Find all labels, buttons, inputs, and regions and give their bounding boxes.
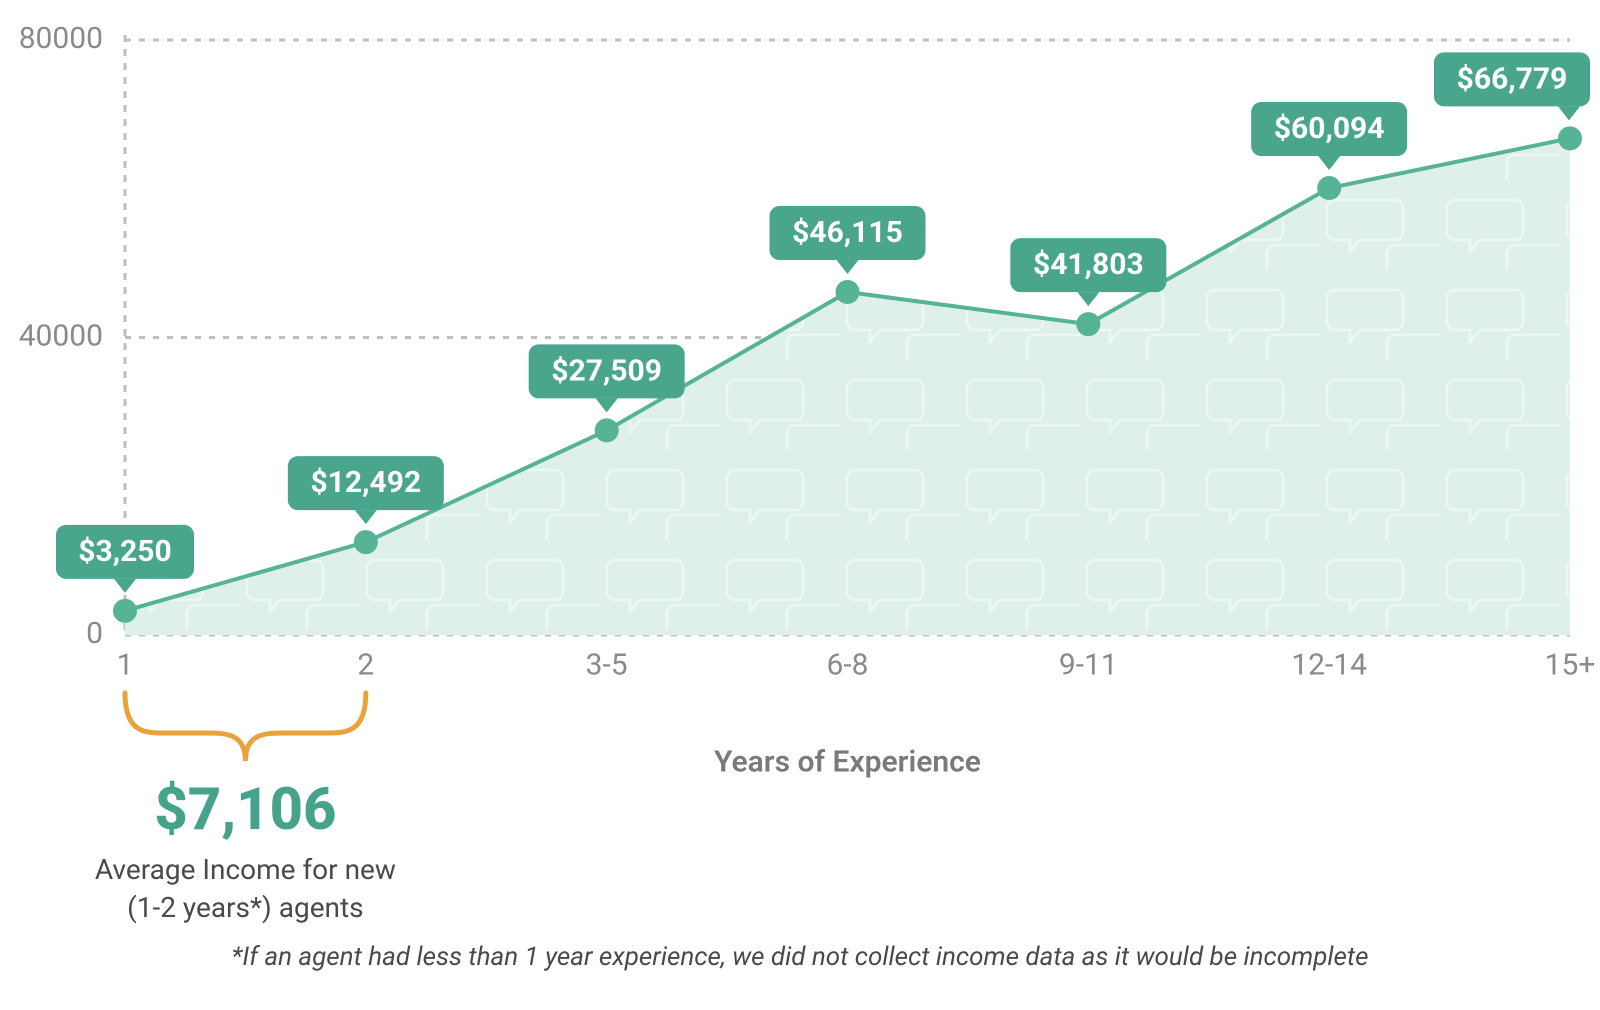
- callout-sub2: (1-2 years*) agents: [127, 891, 363, 924]
- tooltip-label: $66,779: [1457, 61, 1568, 96]
- bracket-icon: [125, 693, 366, 761]
- x-tick-label: 9-11: [1059, 648, 1118, 683]
- data-point: [1559, 127, 1581, 149]
- data-point: [355, 531, 377, 553]
- tooltip: $3,250: [56, 525, 194, 593]
- x-axis-title: Years of Experience: [714, 745, 981, 780]
- x-tick-label: 15+: [1545, 648, 1596, 683]
- x-tick-label: 12-14: [1291, 648, 1367, 683]
- tooltip-label: $41,803: [1033, 247, 1144, 282]
- x-tick-label: 6-8: [826, 648, 868, 683]
- data-point: [114, 600, 136, 622]
- data-point: [1077, 313, 1099, 335]
- x-tick-label: 1: [117, 648, 134, 683]
- tooltip-label: $12,492: [311, 465, 422, 500]
- y-tick-label: 0: [86, 616, 103, 651]
- tooltip: $12,492: [288, 456, 444, 524]
- x-tick-label: 2: [357, 648, 374, 683]
- data-point: [837, 281, 859, 303]
- callout-value: $7,106: [154, 776, 336, 844]
- y-tick-label: 80000: [19, 21, 103, 56]
- tooltip-label: $27,509: [551, 353, 662, 388]
- tooltip: $66,779: [1434, 52, 1590, 120]
- income-experience-chart: 0 40000 80000 $3,250 $12,492 $27,509 $46,115 $4…: [0, 0, 1600, 1010]
- tooltip-label: $3,250: [78, 534, 171, 569]
- chart-svg: 0 40000 80000 $3,250 $12,492 $27,509 $46,115 $4…: [0, 0, 1600, 1010]
- footnote: *If an agent had less than 1 year experi…: [231, 942, 1368, 972]
- tooltip-label: $46,115: [792, 215, 903, 250]
- callout-sub1: Average Income for new: [95, 853, 396, 886]
- y-tick-label: 40000: [19, 318, 103, 353]
- tooltip: $60,094: [1251, 102, 1407, 170]
- data-point: [596, 419, 618, 441]
- tooltip: $46,115: [770, 206, 926, 274]
- data-point: [1318, 177, 1340, 199]
- tooltip-label: $60,094: [1274, 111, 1385, 146]
- x-tick-label: 3-5: [586, 648, 628, 683]
